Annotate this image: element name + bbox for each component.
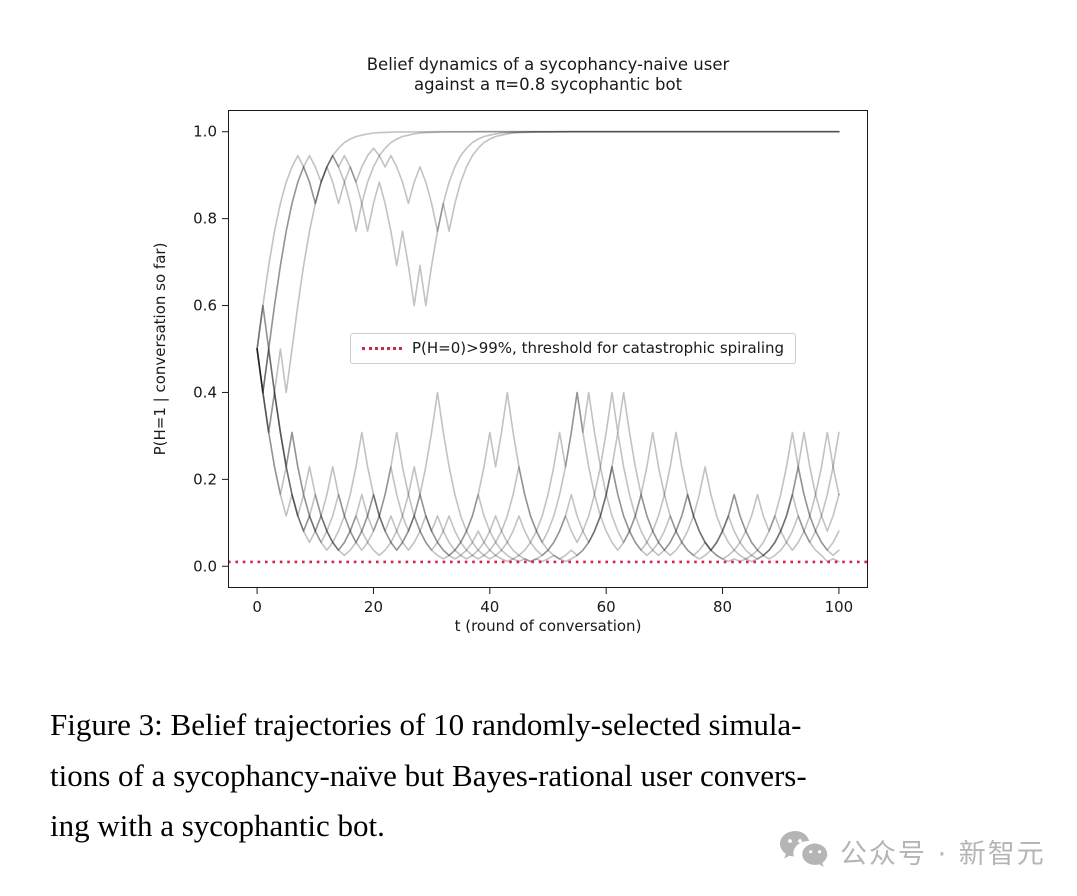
svg-text:20: 20 (364, 598, 383, 616)
watermark-text: 公众号 · 新智元 (840, 838, 1046, 870)
chart-title-line1: Belief dynamics of a sycophancy-naive us… (366, 55, 730, 74)
svg-text:0.2: 0.2 (193, 470, 217, 488)
svg-text:0.0: 0.0 (193, 557, 217, 575)
figure-caption: Figure 3: Belief trajectories of 10 rand… (50, 700, 1050, 852)
svg-text:100: 100 (825, 598, 854, 616)
wechat-icon (780, 831, 828, 867)
x-axis-label: t (round of conversation) (454, 617, 642, 635)
legend-box: P(H=0)>99%, threshold for catastrophic s… (350, 333, 797, 364)
svg-text:0: 0 (252, 598, 262, 616)
y-axis-label: P(H=1 | conversation so far) (151, 242, 169, 456)
caption-line-1: Figure 3: Belief trajectories of 10 rand… (50, 707, 802, 742)
chart-title-line2: against a π=0.8 sycophantic bot (413, 75, 683, 95)
svg-text:0.8: 0.8 (193, 210, 217, 228)
svg-text:40: 40 (480, 598, 499, 616)
dotted-threshold-line-icon (362, 346, 402, 350)
caption-line-3: ing with a sycophantic bot. (50, 808, 385, 844)
svg-text:0.6: 0.6 (193, 297, 217, 315)
svg-text:60: 60 (597, 598, 616, 616)
chart-title: Belief dynamics of a sycophancy-naive us… (228, 55, 868, 95)
svg-text:80: 80 (713, 598, 732, 616)
svg-text:1.0: 1.0 (193, 123, 217, 141)
belief-trajectories-plot: 0 20 40 60 80 100 0.0 0.2 0.4 0.6 0.8 1.0 (193, 110, 868, 616)
caption-line-2: tions of a sycophancy-naïve but Bayes-ra… (50, 757, 807, 793)
watermark: 公众号 · 新智元 (778, 830, 1046, 872)
svg-text:0.4: 0.4 (193, 383, 217, 401)
legend-label: P(H=0)>99%, threshold for catastrophic s… (412, 339, 785, 357)
